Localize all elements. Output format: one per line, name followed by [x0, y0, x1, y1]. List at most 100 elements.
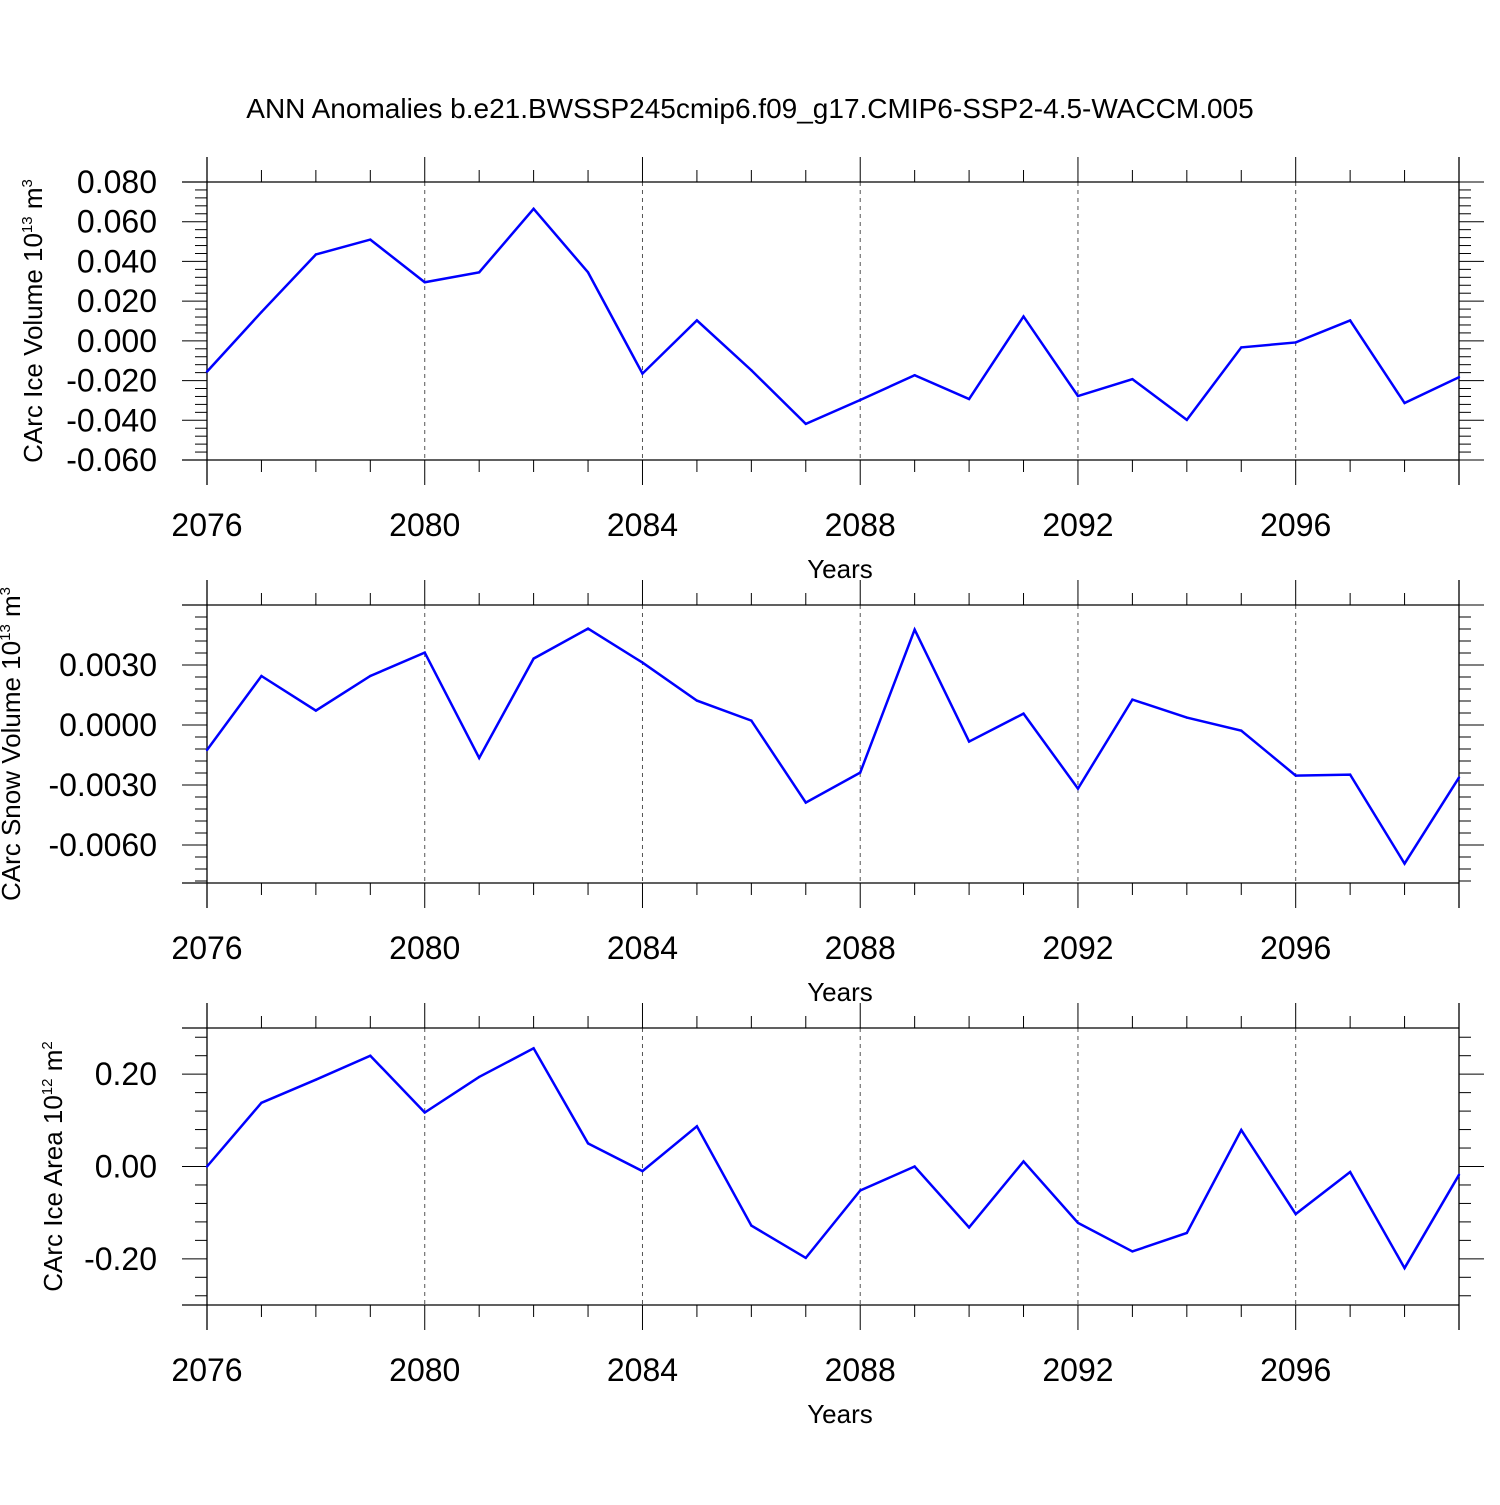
- x-axis-title: Years: [807, 1399, 873, 1429]
- data-point: [641, 1169, 644, 1173]
- data-point: [1294, 774, 1297, 777]
- x-tick-label: 2076: [171, 1352, 242, 1388]
- data-point: [1294, 1212, 1297, 1216]
- y-axis-title-text: m: [0, 595, 26, 624]
- data-point: [1294, 341, 1297, 344]
- data-point: [586, 1142, 590, 1145]
- series-line: [205, 626, 1461, 866]
- data-point: [1348, 1170, 1352, 1174]
- data-point: [477, 1075, 481, 1079]
- x-tick-label: 2076: [171, 507, 242, 543]
- data-point: [859, 1189, 862, 1192]
- chart-panel-2: 2076 2080 2084 2088 2092 2096 -0.0060 -0.0030 0.…: [0, 580, 1484, 1007]
- data-point: [532, 1047, 535, 1050]
- data-point: [913, 628, 916, 631]
- y-axis-title-superscript: 2: [39, 1041, 56, 1049]
- chart-panel-1: 2076 2080 2084 2088 2092 2096 -0.060 -0.040-0.0…: [18, 157, 1484, 584]
- data-point: [1185, 1231, 1189, 1235]
- data-point: [314, 1078, 318, 1081]
- data-point: [913, 1165, 916, 1168]
- y-tick-label: 0.00: [95, 1149, 157, 1185]
- y-tick-label: -0.060: [66, 442, 157, 478]
- x-tick-label: 2088: [825, 1352, 896, 1388]
- data-point: [1348, 319, 1352, 322]
- x-tick-label: 2084: [607, 1352, 678, 1388]
- data-point: [1022, 1160, 1025, 1163]
- data-point: [1457, 776, 1461, 779]
- data-point: [967, 1226, 971, 1229]
- data-point: [1348, 773, 1352, 776]
- y-tick-label: 0.0030: [59, 647, 157, 683]
- data-point: [1240, 346, 1243, 349]
- data-point: [586, 271, 590, 274]
- data-point: [314, 709, 318, 712]
- data-point: [1240, 1128, 1243, 1132]
- data-point: [369, 674, 372, 678]
- data-point: [369, 1054, 372, 1057]
- series-line: [206, 206, 1460, 426]
- y-axis-title-superscript: 13: [19, 216, 36, 233]
- data-point: [1076, 394, 1080, 398]
- data-point: [1022, 712, 1025, 715]
- data-point: [477, 271, 481, 274]
- data-point: [804, 1256, 807, 1260]
- y-tick-label: 0.080: [77, 164, 157, 200]
- y-axis-title-text: m: [38, 1050, 68, 1079]
- x-tick-label: 2084: [607, 930, 678, 966]
- x-tick-label: 2096: [1260, 1352, 1331, 1388]
- x-tick-label: 2096: [1260, 507, 1331, 543]
- data-point: [859, 771, 862, 774]
- data-point: [1131, 1250, 1134, 1253]
- y-axis-title-text: CArc Snow Volume 10: [0, 641, 26, 901]
- y-tick-label: -0.20: [84, 1241, 157, 1277]
- data-point: [586, 627, 590, 630]
- data-point: [750, 369, 753, 372]
- y-axis-title-superscript: 12: [39, 1079, 56, 1096]
- x-tick-label: 2092: [1042, 930, 1113, 966]
- y-axis-title-text: CArc Ice Area 10: [38, 1095, 68, 1292]
- x-tick-label: 2076: [171, 930, 242, 966]
- data-point: [641, 372, 644, 375]
- y-tick-label: 0.060: [77, 204, 157, 240]
- data-point: [859, 398, 862, 402]
- data-point: [750, 719, 753, 722]
- data-point: [205, 748, 209, 752]
- y-tick-label: -0.020: [66, 363, 157, 399]
- data-point: [695, 699, 699, 702]
- data-point: [1403, 1266, 1406, 1270]
- series-line: [206, 1046, 1461, 1271]
- x-tick-label: 2092: [1042, 1352, 1113, 1388]
- y-tick-label: -0.0060: [48, 827, 157, 863]
- data-point: [260, 310, 263, 314]
- data-point: [641, 661, 644, 664]
- y-tick-label: 0.020: [77, 283, 157, 319]
- x-tick-label: 2084: [607, 507, 678, 543]
- data-point: [1457, 375, 1461, 379]
- data-point: [532, 207, 535, 211]
- y-axis-title: CArc Ice Volume 1013 m3: [18, 179, 48, 463]
- data-point: [1457, 1173, 1461, 1177]
- data-point: [1131, 698, 1134, 701]
- data-point: [967, 397, 971, 401]
- y-axis-title-superscript: 13: [0, 624, 14, 641]
- data-point: [314, 253, 318, 256]
- data-point: [804, 422, 807, 426]
- data-point: [369, 238, 372, 241]
- data-point: [260, 674, 263, 678]
- data-point: [913, 374, 916, 377]
- x-axis-title: Years: [807, 977, 873, 1007]
- data-point: [260, 1101, 263, 1104]
- x-tick-label: 2088: [825, 507, 896, 543]
- data-point: [695, 1125, 699, 1128]
- x-tick-label: 2080: [389, 507, 460, 543]
- data-point: [695, 319, 699, 322]
- y-axis-title-text: m: [18, 187, 48, 216]
- data-point: [1076, 787, 1080, 790]
- x-tick-label: 2092: [1042, 507, 1113, 543]
- x-tick-label: 2080: [389, 1352, 460, 1388]
- data-point: [423, 281, 426, 284]
- y-tick-label: -0.040: [66, 402, 157, 438]
- data-point: [205, 370, 209, 373]
- data-point: [1185, 418, 1189, 422]
